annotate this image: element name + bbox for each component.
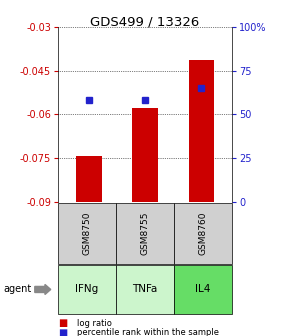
Text: GSM8760: GSM8760 (198, 212, 208, 255)
Text: agent: agent (3, 285, 31, 294)
Text: IL4: IL4 (195, 285, 211, 294)
Text: ■: ■ (58, 328, 67, 336)
Text: GSM8750: GSM8750 (82, 212, 92, 255)
Text: GDS499 / 13326: GDS499 / 13326 (90, 15, 200, 28)
Text: TNFa: TNFa (132, 285, 158, 294)
Text: log ratio: log ratio (77, 319, 112, 328)
Bar (132, 109, 158, 202)
Text: percentile rank within the sample: percentile rank within the sample (77, 328, 219, 336)
Text: IFNg: IFNg (75, 285, 99, 294)
Text: ■: ■ (58, 318, 67, 328)
Text: GSM8755: GSM8755 (140, 212, 150, 255)
Bar (188, 60, 214, 202)
Bar (76, 157, 102, 202)
